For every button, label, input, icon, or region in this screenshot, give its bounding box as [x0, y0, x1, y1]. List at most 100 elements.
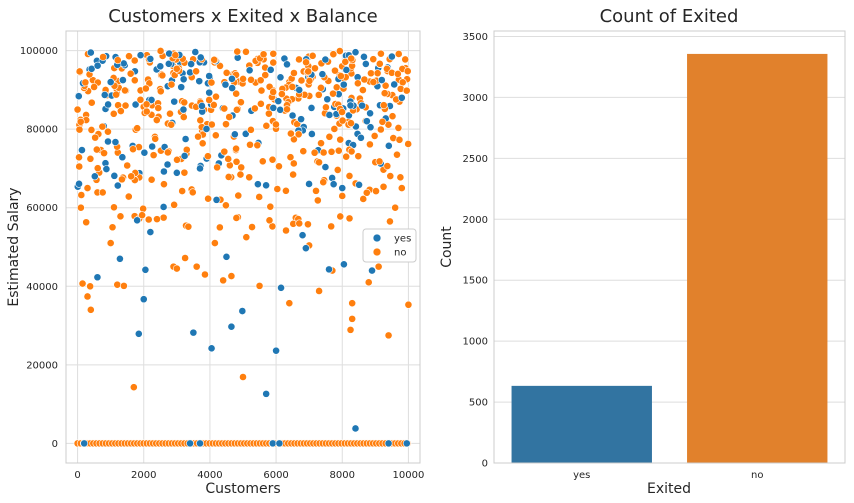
scatter-point-yes [102, 165, 111, 173]
scatter-point-no [266, 202, 275, 211]
scatter-point-no [125, 52, 133, 61]
scatter-y-tick-label: 80000 [26, 125, 58, 136]
scatter-point-no [381, 81, 390, 90]
scatter-point-no [372, 187, 380, 196]
scatter-point-no [272, 120, 280, 129]
scatter-point-no [133, 124, 142, 133]
scatter-point-yes [342, 66, 351, 74]
scatter-point-no [253, 141, 262, 150]
scatter-point-no [184, 222, 193, 231]
scatter-point-no [81, 78, 90, 87]
scatter-point-no [269, 49, 278, 58]
scatter-point-no [338, 108, 346, 116]
bar-y-tick-label: 3000 [463, 93, 488, 104]
scatter-point-yes [360, 52, 368, 61]
scatter-point-no [77, 191, 86, 199]
scatter-point-no [207, 120, 216, 129]
scatter-point-no [394, 50, 403, 58]
scatter-point-no [220, 104, 229, 113]
scatter-point-yes [104, 100, 112, 109]
scatter-point-no [282, 186, 290, 195]
scatter-point-no [317, 139, 325, 148]
scatter-point-yes [355, 180, 363, 189]
scatter-point-no [265, 109, 273, 118]
scatter-point-yes [189, 328, 198, 337]
scatter-point-no [285, 299, 294, 308]
scatter-point-yes [86, 48, 95, 57]
scatter-point-no [269, 88, 278, 96]
scatter-point-no [256, 76, 265, 85]
scatter-point-no [192, 67, 201, 76]
scatter-point-yes [305, 180, 313, 188]
scatter-point-yes [295, 86, 304, 94]
scatter-point-no [205, 96, 214, 104]
scatter-point-no [100, 149, 108, 158]
scatter-point-no [86, 154, 95, 163]
scatter-point-no [378, 117, 387, 126]
bar-y-tick-label: 2500 [463, 154, 488, 165]
scatter-point-no [299, 147, 308, 156]
bar-y-tick-label: 3500 [463, 32, 488, 43]
scatter-point-no [295, 219, 304, 228]
scatter-point-yes [202, 125, 211, 133]
bar-yes [511, 385, 652, 463]
scatter-point-no [75, 67, 84, 76]
scatter-point-no [73, 105, 82, 114]
scatter-point-no [334, 146, 343, 155]
bar-tick-labels: 0 500 1000 1500 2000 2500 3000 3500 yes no [463, 32, 764, 481]
scatter-point-no [329, 89, 337, 98]
scatter-point-yes [164, 59, 173, 68]
scatter-point-yes [266, 65, 275, 74]
scatter-point-no [258, 157, 267, 166]
scatter-point-no [180, 168, 189, 177]
legend-label-no: no [394, 248, 406, 259]
scatter-point-no [288, 82, 297, 91]
scatter-point-yes [283, 60, 291, 69]
scatter-point-no [93, 164, 102, 173]
scatter-point-no [248, 223, 256, 231]
scatter-point-no [141, 84, 150, 93]
bars [511, 53, 828, 464]
scatter-point-yes [140, 148, 149, 157]
scatter-point-no [330, 125, 339, 133]
bar-y-tick-label: 2000 [463, 215, 488, 226]
scatter-point-no [290, 69, 298, 77]
scatter-point-yes [402, 439, 411, 448]
scatter-x-tick-label: 0 [74, 470, 80, 481]
scatter-point-yes [74, 92, 83, 101]
scatter-point-no [109, 109, 118, 118]
bar-frame [493, 30, 846, 464]
scatter-y-tick-label: 40000 [26, 282, 58, 293]
scatter-frame [65, 30, 421, 464]
scatter-point-no [402, 86, 411, 95]
bar-y-tick-label: 1500 [463, 276, 488, 287]
scatter-point-no [234, 191, 243, 200]
scatter-point-no [232, 105, 241, 114]
scatter-point-no [386, 217, 394, 226]
scatter-legend: yes no [362, 228, 417, 263]
scatter-point-no [245, 173, 254, 182]
scatter-point-yes [366, 123, 375, 132]
scatter-y-tick-label: 100000 [20, 46, 58, 57]
legend-marker-no [372, 247, 382, 257]
scatter-point-yes [100, 91, 109, 99]
scatter-point-no [379, 101, 388, 110]
scatter-point-no [86, 282, 95, 291]
scatter-point-yes [186, 439, 194, 448]
scatter-point-yes [241, 129, 250, 138]
scatter-point-no [255, 193, 264, 201]
scatter-point-yes [198, 102, 206, 110]
scatter-point-yes [274, 97, 283, 106]
scatter-point-no [130, 76, 139, 85]
scatter-point-no [130, 56, 139, 65]
scatter-point-yes [170, 97, 179, 106]
bar-y-tick-label: 0 [482, 459, 488, 470]
scatter-point-no [394, 123, 403, 132]
scatter-point-no [255, 281, 264, 290]
scatter-point-yes [321, 55, 330, 64]
scatter-point-yes [221, 80, 230, 89]
scatter-point-no [138, 211, 146, 220]
scatter-point-no [204, 194, 213, 203]
scatter-point-no [98, 122, 107, 131]
